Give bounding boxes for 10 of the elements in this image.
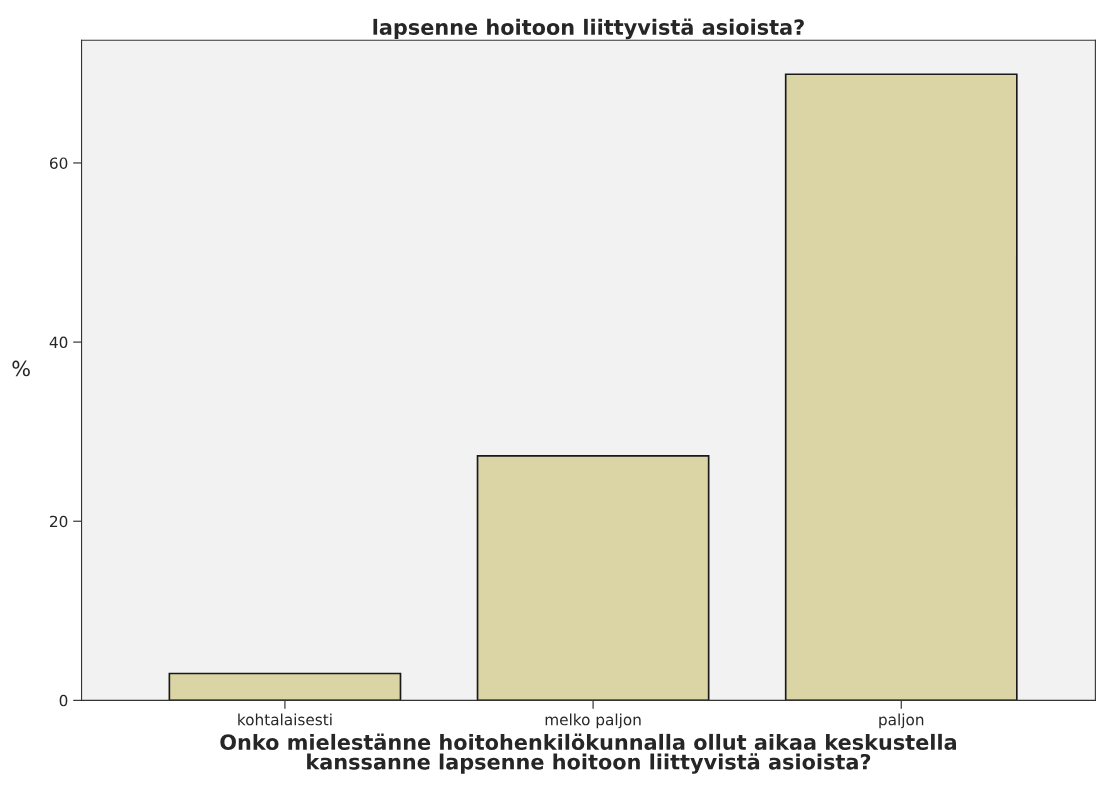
y-tick-label: 20 [50, 515, 68, 528]
y-tick-label: 60 [49, 157, 68, 169]
x-tick-label: melko paljon [545, 713, 641, 729]
x-tick-label: paljon [879, 713, 924, 729]
x-tick-label: kohtalaisesti [238, 713, 332, 726]
y-tick-label: 0 [59, 694, 68, 707]
y-tick-label: 40 [49, 336, 68, 349]
chart-title: lapsenne hoitoon liittyvistä asioista? [373, 18, 804, 40]
y-axis-title: % [12, 360, 30, 377]
x-axis-title: Onko mielestänne hoitohenkilökunnalla ollut aikaa keskustella kanssanne lapsenne hoitoon liittyvistä asioista? [220, 733, 956, 774]
